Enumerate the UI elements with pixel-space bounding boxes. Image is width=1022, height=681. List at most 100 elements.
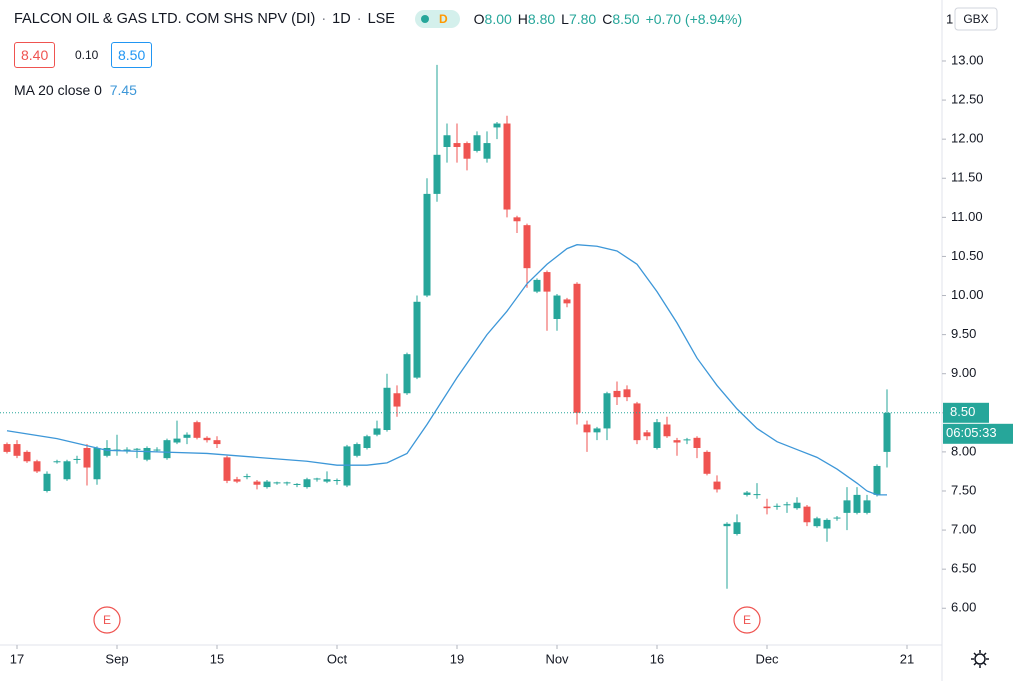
- candle-body: [203, 437, 211, 441]
- settings-icon[interactable]: [971, 650, 989, 668]
- separator: ·: [356, 11, 362, 27]
- candle-body: [803, 506, 811, 523]
- last-price-label: 8.50: [950, 404, 975, 419]
- candle-body: [663, 424, 671, 437]
- bid-box[interactable]: 8.40: [14, 42, 56, 68]
- last-price-tag: [943, 402, 989, 423]
- change: +0.70 (+8.94%): [645, 11, 743, 27]
- spread: 0.10: [75, 48, 99, 62]
- scale-label: 1: [946, 11, 953, 26]
- delay-badge: D: [438, 12, 448, 26]
- candle-body: [213, 440, 221, 445]
- candle-body: [263, 481, 271, 488]
- legend-header: FALCON OIL & GAS LTD. COM SHS NPV (DI) ·…: [14, 10, 754, 28]
- candle-body: [163, 440, 171, 459]
- indicator-label: MA 20 close 0: [14, 82, 102, 98]
- candle-body: [393, 393, 401, 407]
- candle-body: [843, 500, 851, 513]
- candle-body: [143, 447, 151, 460]
- ohlc-key: L: [561, 11, 569, 27]
- ohlc-value: 8.80: [527, 11, 556, 27]
- candle-body: [873, 465, 881, 495]
- candle-body: [603, 393, 611, 429]
- candle-body: [193, 422, 201, 438]
- y-tick-label: 6.50: [951, 561, 976, 576]
- candle-body: [403, 354, 411, 394]
- candle-body: [553, 295, 561, 319]
- ohlc-key: H: [517, 11, 528, 27]
- candle-body: [443, 135, 451, 147]
- candle-body: [693, 437, 701, 448]
- y-tick-label: 7.00: [951, 522, 976, 537]
- candle-body: [233, 479, 241, 482]
- candle-body: [253, 481, 261, 485]
- gear-spokes: [971, 650, 989, 668]
- symbol-title: FALCON OIL & GAS LTD. COM SHS NPV (DI): [14, 11, 316, 27]
- candle-body: [313, 478, 321, 480]
- y-tick-label: 9.00: [951, 365, 976, 380]
- interval: 1D: [332, 11, 351, 27]
- candle-body: [63, 461, 71, 480]
- candle-body: [773, 505, 781, 507]
- candle-body: [713, 481, 721, 490]
- candle-body: [433, 154, 441, 194]
- x-tick-label: 16: [650, 651, 664, 666]
- status-dot: [420, 15, 429, 23]
- candle-body: [363, 436, 371, 448]
- candle-body: [13, 444, 21, 456]
- x-tick-label: 15: [210, 651, 224, 666]
- moving-average: [6, 244, 887, 496]
- candle-body: [673, 440, 681, 443]
- candle-body: [853, 494, 861, 513]
- ask-box[interactable]: 8.50: [111, 42, 153, 68]
- candle-body: [653, 422, 661, 448]
- currency-box[interactable]: [954, 7, 998, 31]
- candle-body: [703, 451, 711, 474]
- candle-body: [793, 502, 801, 509]
- y-tick-label: 6.00: [951, 600, 976, 615]
- candle-body: [643, 432, 651, 437]
- candle-body: [633, 403, 641, 441]
- currency-label: GBX: [963, 12, 988, 26]
- candle-body: [543, 272, 551, 292]
- market-status[interactable]: D: [414, 10, 460, 28]
- candle-body: [623, 389, 631, 398]
- candle-body: [683, 439, 691, 441]
- gear: [974, 653, 986, 665]
- candle-body: [523, 225, 531, 269]
- candle-body: [323, 479, 331, 482]
- candle-body: [303, 479, 311, 488]
- candle-body: [513, 217, 521, 222]
- candle-body: [133, 448, 141, 450]
- x-tick-label: Dec: [755, 651, 779, 666]
- indicator-legend: MA 20 close 0 7.45: [14, 82, 137, 98]
- candle-body: [613, 390, 621, 398]
- candle-body: [573, 283, 581, 413]
- candle-body: [383, 387, 391, 430]
- candle-body: [763, 506, 771, 509]
- x-tick-label: Sep: [105, 651, 128, 666]
- y-tick-label: 9.50: [951, 326, 976, 341]
- candle-body: [503, 123, 511, 210]
- candle-body: [243, 476, 251, 478]
- candle-body: [823, 519, 831, 529]
- candle-body: [93, 447, 101, 480]
- candle-body: [493, 123, 501, 128]
- candle-body: [73, 458, 81, 460]
- candle-body: [833, 517, 841, 519]
- candle-body: [293, 483, 301, 485]
- candle-body: [273, 482, 281, 484]
- candle-body: [353, 444, 361, 456]
- candle-body: [753, 494, 761, 496]
- candle-body: [413, 301, 421, 378]
- ohlc-value: 7.80: [568, 11, 597, 27]
- candle-body: [423, 193, 431, 296]
- ohlc-key: O: [473, 11, 485, 27]
- y-tick-label: 13.00: [951, 52, 984, 67]
- earnings-marker: [733, 606, 761, 634]
- candle-body: [173, 438, 181, 443]
- candle-body: [813, 518, 821, 527]
- candle-body: [533, 279, 541, 292]
